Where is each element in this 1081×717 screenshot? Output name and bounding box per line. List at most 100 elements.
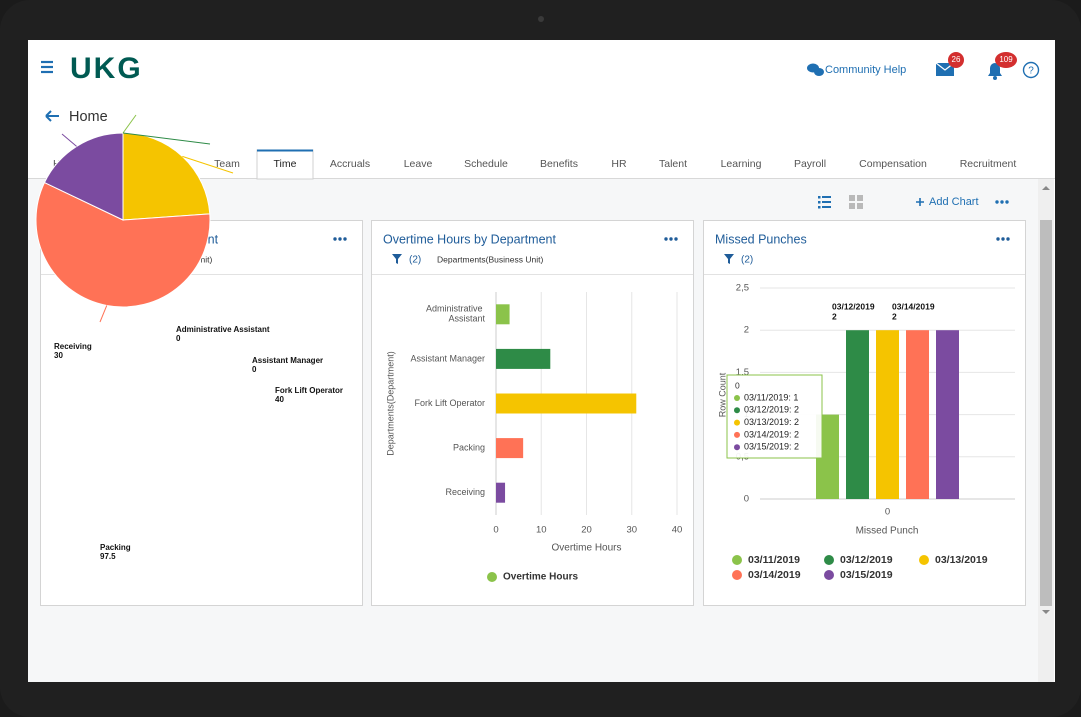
mail-badge: 26 <box>952 55 961 64</box>
menu-button[interactable] <box>41 60 53 74</box>
x-tick-label: 0 <box>493 525 498 536</box>
help-icon[interactable] <box>1022 61 1040 79</box>
data-label-name: 03/12/2019 <box>832 301 875 311</box>
toolbar-menu[interactable] <box>995 200 1009 204</box>
tab[interactable]: Learning <box>721 158 762 170</box>
filter-icon <box>392 254 402 264</box>
column <box>846 330 869 499</box>
x-axis-label: Missed Punch <box>856 526 919 537</box>
bar <box>496 438 524 459</box>
camera <box>538 16 544 22</box>
grid-view-icon[interactable] <box>849 195 863 209</box>
community-help-icon[interactable] <box>807 63 824 77</box>
leader-line <box>61 133 77 147</box>
bar <box>496 348 551 369</box>
y-tick-label: Receiving <box>445 487 485 497</box>
column <box>876 330 899 499</box>
tab[interactable]: Accruals <box>330 158 370 170</box>
mail-icon[interactable] <box>935 52 964 76</box>
y-axis-label: Departments(Department) <box>385 351 395 456</box>
tab[interactable]: Team <box>214 158 240 170</box>
tooltip-row: 03/11/2019: 1 <box>744 392 798 402</box>
slice-label: Assistant Manager <box>252 356 323 365</box>
x-tick-label: 20 <box>581 525 592 536</box>
filter-count: (2) <box>741 255 753 266</box>
y-tick-label: Administrative Assistant <box>426 304 486 324</box>
tab[interactable]: Payroll <box>794 158 826 170</box>
add-icon[interactable] <box>916 198 924 206</box>
slice-value: 0 <box>252 365 257 374</box>
legend-label: 03/11/2019 <box>748 554 800 566</box>
leader-line <box>122 132 211 145</box>
bar <box>496 393 637 414</box>
x-tick-label: 10 <box>536 525 547 536</box>
slice-value: 97.5 <box>100 552 116 561</box>
scrollbar-thumb[interactable] <box>1040 220 1052 606</box>
card-menu-dot <box>669 237 673 241</box>
tab[interactable]: Leave <box>404 158 433 170</box>
filter-count: (2) <box>409 255 421 266</box>
card-menu-dot <box>1001 237 1005 241</box>
tooltip-title: 0 <box>735 380 740 390</box>
chart-card: Overtime Hours by Department (2) Departmen… <box>371 220 694 606</box>
tooltip-dot <box>734 444 740 451</box>
leader-line <box>122 114 137 134</box>
legend-dot <box>824 570 834 580</box>
community-help[interactable]: Community Help <box>825 64 906 76</box>
tab[interactable]: Compensation <box>859 158 927 170</box>
legend-label: 03/15/2019 <box>840 569 893 581</box>
tooltip-dot <box>734 395 740 401</box>
chart-title: Missed Punches <box>715 232 807 246</box>
chart-card: Missed Punches(2)00,511,522,5003/12/2019… <box>703 220 1026 606</box>
bell-icon[interactable] <box>988 52 1017 80</box>
tab[interactable]: Benefits <box>540 158 578 170</box>
legend-dot <box>487 572 497 582</box>
bar <box>496 482 506 503</box>
slice-label: Receiving <box>54 342 92 351</box>
x-tick-label: 30 <box>626 525 637 536</box>
tooltip-dot <box>734 407 740 414</box>
legend-label: 03/12/2019 <box>840 554 893 566</box>
alert-badge: 109 <box>999 55 1013 64</box>
bar <box>496 304 510 325</box>
y-tick-label: 2 <box>744 325 749 336</box>
back-arrow[interactable] <box>45 110 59 122</box>
add-chart[interactable]: Add Chart <box>929 196 979 208</box>
slice-label: Administrative Assistant <box>176 325 270 334</box>
slice-value: 0 <box>176 334 181 343</box>
y-tick-label: Packing <box>453 442 485 452</box>
card-menu-dot <box>338 237 342 241</box>
y-tick-label: Fork Lift Operator <box>414 398 485 408</box>
legend-label: Overtime Hours <box>503 572 578 583</box>
card-menu-dot <box>1006 237 1010 241</box>
help-label[interactable]: ? <box>1028 66 1034 77</box>
tooltip-box <box>726 374 823 459</box>
pie-slice <box>122 132 211 221</box>
tab[interactable]: Recruitment <box>960 158 1017 170</box>
legend-dot <box>732 555 742 565</box>
tab[interactable]: Time <box>274 158 297 170</box>
y-tick-label: 0 <box>744 494 749 505</box>
y-axis-label: Row Count <box>717 372 727 417</box>
card-menu-dot <box>664 237 668 241</box>
y-tick-label: Assistant Manager <box>410 353 485 363</box>
card-menu-dot <box>333 237 337 241</box>
tooltip-dot <box>734 431 740 438</box>
pie-slice <box>43 132 124 221</box>
legend-dot <box>824 555 834 565</box>
tab[interactable]: Schedule <box>464 158 508 170</box>
tooltip-row: 03/13/2019: 2 <box>744 417 799 427</box>
chart-title: Overtime Hours by Department <box>383 232 557 246</box>
tab[interactable]: HR <box>611 158 627 170</box>
list-view-icon[interactable] <box>818 196 831 209</box>
logo[interactable]: UKG <box>70 52 143 85</box>
tab[interactable]: Talent <box>659 158 687 170</box>
active-tab-bg <box>256 149 314 180</box>
leader-line <box>182 155 234 174</box>
tooltip-row: 03/14/2019: 2 <box>744 429 799 439</box>
data-label-name: 03/14/2019 <box>892 301 935 311</box>
chart-card: Regular Hours by Department(2)Department… <box>40 220 363 606</box>
leader-line <box>99 305 108 323</box>
